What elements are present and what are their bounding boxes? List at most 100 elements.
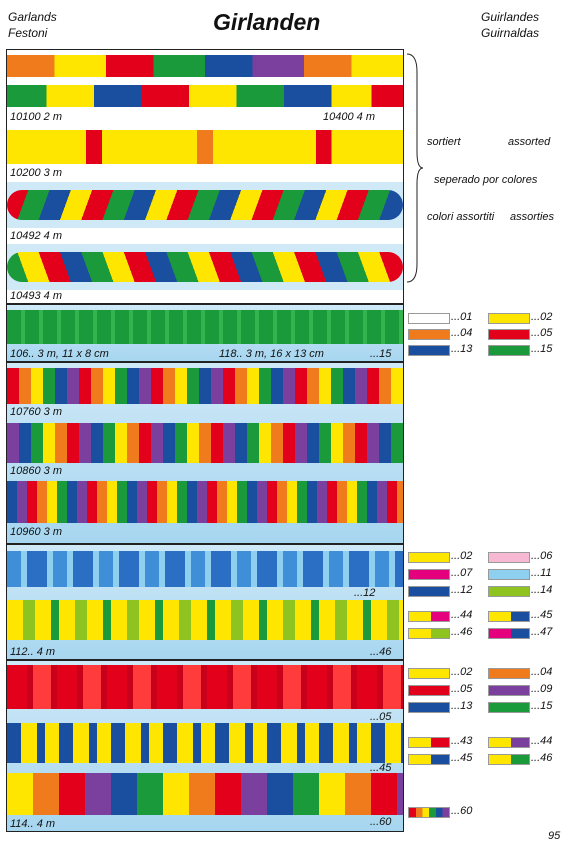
swatch-code: ...04 bbox=[451, 327, 473, 339]
page-title: Girlanden bbox=[213, 9, 321, 35]
section-garlands-1: 10100 2 m 10400 4 m 10200 3 m 10492 4 m … bbox=[6, 49, 404, 304]
color-swatch bbox=[488, 702, 530, 713]
swatch-code: ...06 bbox=[531, 550, 553, 562]
swatch-code: ...05 bbox=[451, 683, 473, 695]
swatch-code: ...11 bbox=[531, 567, 552, 579]
note-colori: colori assortiti bbox=[427, 211, 495, 223]
swatch-code: ...43 bbox=[451, 735, 473, 747]
color-swatch bbox=[408, 807, 450, 818]
color-swatch bbox=[408, 329, 450, 340]
color-swatch bbox=[408, 702, 450, 713]
swatch-code: ...45 bbox=[531, 609, 553, 621]
item-label: 10960 3 m bbox=[10, 526, 62, 538]
swatch-code: ...02 bbox=[451, 666, 473, 678]
garland-image bbox=[7, 130, 403, 164]
item-label: ...60 bbox=[370, 816, 392, 828]
swatch-code: ...14 bbox=[531, 584, 553, 596]
page-number: 95 bbox=[548, 830, 561, 842]
color-swatch bbox=[488, 628, 530, 639]
color-swatch bbox=[488, 586, 530, 597]
brace-icon bbox=[406, 53, 424, 283]
color-swatch bbox=[488, 329, 530, 340]
swatch-code: ...09 bbox=[531, 683, 553, 695]
note-assorted: assorted bbox=[508, 136, 551, 148]
swatch-code: ...46 bbox=[531, 752, 553, 764]
color-swatch bbox=[408, 754, 450, 765]
swatch-code: ...04 bbox=[531, 666, 553, 678]
garland-image bbox=[7, 551, 403, 587]
garland-image bbox=[7, 773, 403, 815]
swatch-code: ...45 bbox=[451, 752, 473, 764]
swatch-code: ...44 bbox=[531, 735, 553, 747]
garland-image bbox=[7, 423, 403, 463]
section-garlands-3: 10760 3 m 10860 3 m 10960 3 m bbox=[6, 362, 404, 544]
item-label: ...15 bbox=[370, 348, 392, 360]
item-label: 10760 3 m bbox=[10, 406, 62, 418]
garland-image bbox=[7, 368, 403, 404]
color-swatch bbox=[488, 668, 530, 679]
color-swatch bbox=[408, 628, 450, 639]
swatch-code: ...15 bbox=[531, 700, 553, 712]
header-left-1: Garlands bbox=[8, 10, 57, 24]
note-seperado: seperado por colores bbox=[434, 174, 538, 186]
item-label: 106.. 3 m, 11 x 8 cm bbox=[10, 348, 109, 360]
swatch-code: ...12 bbox=[451, 584, 473, 596]
item-label: ...05 bbox=[370, 711, 392, 723]
color-swatch bbox=[408, 737, 450, 748]
garland-image bbox=[7, 55, 403, 77]
color-swatch bbox=[488, 345, 530, 356]
garland-image bbox=[7, 481, 403, 523]
item-label: 10100 2 m bbox=[10, 111, 62, 123]
garland-image bbox=[7, 85, 403, 107]
color-swatch bbox=[488, 569, 530, 580]
garland-image bbox=[7, 310, 403, 344]
item-label: 10493 4 m bbox=[10, 290, 62, 302]
swatch-code: ...15 bbox=[531, 343, 553, 355]
item-label: ...12 bbox=[354, 587, 376, 599]
item-label: 114.. 4 m bbox=[10, 818, 56, 830]
swatch-code: ...07 bbox=[451, 567, 473, 579]
item-label: ...45 bbox=[370, 762, 392, 774]
item-label: 10400 4 m bbox=[323, 111, 375, 123]
swatch-code: ...02 bbox=[451, 550, 473, 562]
swatch-code: ...02 bbox=[531, 311, 553, 323]
color-swatch bbox=[408, 586, 450, 597]
color-swatch bbox=[408, 345, 450, 356]
note-sortiert: sortiert bbox=[427, 136, 461, 148]
swatch-code: ...13 bbox=[451, 343, 473, 355]
section-garlands-2: 106.. 3 m, 11 x 8 cm 118.. 3 m, 16 x 13 … bbox=[6, 304, 404, 362]
swatch-code: ...01 bbox=[451, 311, 473, 323]
color-swatch bbox=[488, 737, 530, 748]
section-garlands-4: ...12 112.. 4 m ...46 bbox=[6, 544, 404, 660]
garland-image bbox=[7, 182, 403, 228]
color-swatch bbox=[408, 569, 450, 580]
swatch-code: ...60 bbox=[451, 805, 473, 817]
garland-image bbox=[7, 723, 403, 763]
garland-image bbox=[7, 600, 403, 640]
item-label: 10492 4 m bbox=[10, 230, 62, 242]
item-label: ...46 bbox=[370, 646, 392, 658]
color-swatch bbox=[408, 552, 450, 563]
swatch-code: ...13 bbox=[451, 700, 473, 712]
color-swatch bbox=[408, 313, 450, 324]
color-swatch bbox=[408, 685, 450, 696]
color-swatch bbox=[488, 754, 530, 765]
item-label: 118.. 3 m, 16 x 13 cm bbox=[219, 348, 324, 360]
swatch-code: ...46 bbox=[451, 626, 473, 638]
header-right-2: Guirnaldas bbox=[481, 26, 540, 40]
header-left-2: Festoni bbox=[8, 26, 48, 40]
item-label: 10860 3 m bbox=[10, 465, 62, 477]
color-swatch bbox=[488, 611, 530, 622]
header-right-1: Guirlandes bbox=[481, 10, 540, 24]
color-swatch bbox=[488, 685, 530, 696]
garland-image bbox=[7, 665, 403, 709]
garland-image bbox=[7, 244, 403, 290]
color-swatch bbox=[408, 668, 450, 679]
color-swatch bbox=[488, 552, 530, 563]
section-garlands-5: ...05 ...45 114.. 4 m ...60 bbox=[6, 660, 404, 832]
swatch-code: ...44 bbox=[451, 609, 473, 621]
item-label: 10200 3 m bbox=[10, 167, 62, 179]
color-swatch bbox=[488, 313, 530, 324]
item-label: 112.. 4 m bbox=[10, 646, 56, 658]
swatch-code: ...47 bbox=[531, 626, 553, 638]
